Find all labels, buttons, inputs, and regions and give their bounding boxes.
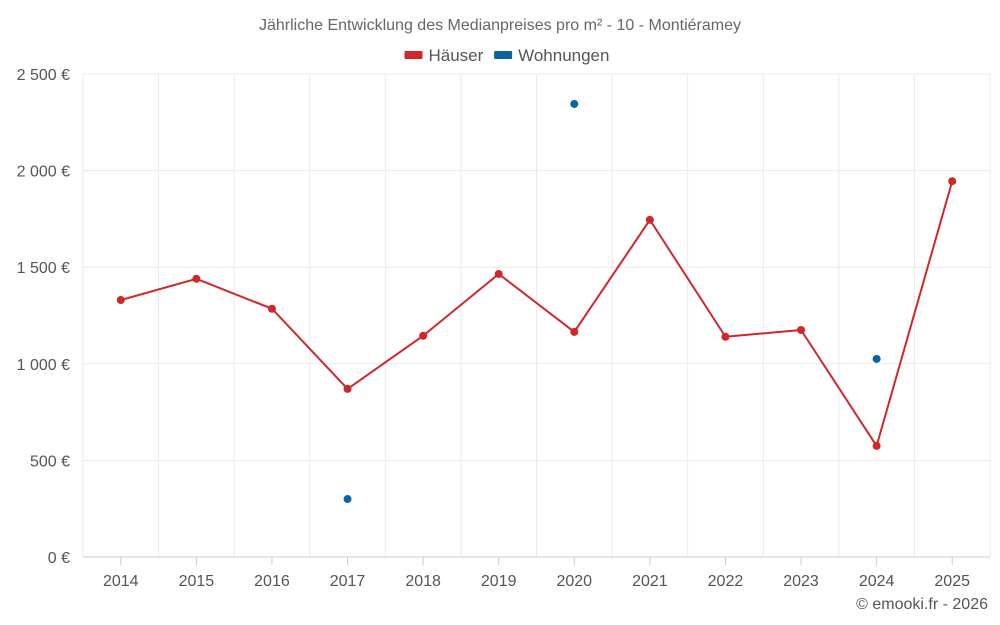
legend-swatch (404, 51, 423, 59)
y-tick-label: 2 500 € (17, 67, 70, 84)
legend-swatch (494, 51, 513, 59)
x-tick-label: 2014 (103, 573, 139, 590)
x-gridlines (82, 74, 991, 557)
y-tick-label: 500 € (30, 453, 70, 470)
x-tick-label: 2022 (708, 573, 744, 590)
data-point (343, 495, 352, 504)
data-point (570, 99, 579, 108)
x-tick-label: 2015 (179, 573, 215, 590)
data-point (797, 325, 806, 334)
data-point (948, 177, 957, 186)
x-tick-label: 2023 (783, 573, 819, 590)
legend-label: Wohnungen (518, 46, 609, 65)
data-point (116, 296, 125, 305)
x-tick-label: 2024 (859, 573, 895, 590)
y-tick-label: 0 € (48, 550, 70, 567)
data-point (343, 384, 352, 393)
x-axis-ticks: 2014 2015 2016 2017 2018 2019 2020 2021 2022 2023… (103, 557, 970, 590)
legend: Häuser Wohnungen (404, 46, 609, 65)
y-tick-label: 1 500 € (17, 260, 70, 277)
series-layer (116, 99, 957, 504)
series-häuser (116, 177, 957, 450)
x-tick-label: 2021 (632, 573, 668, 590)
y-gridlines (83, 73, 990, 558)
data-point (570, 327, 579, 336)
chart-title: Jährliche Entwicklung des Medianpreises … (259, 17, 741, 34)
legend-label: Häuser (429, 46, 484, 65)
series-line (120, 180, 954, 447)
data-point (721, 332, 730, 341)
x-tick-label: 2018 (405, 573, 441, 590)
y-tick-label: 1 000 € (17, 357, 70, 374)
credit-text: © emooki.fr - 2026 (856, 596, 988, 613)
x-tick-label: 2025 (934, 573, 970, 590)
x-tick-label: 2019 (481, 573, 517, 590)
data-point (267, 304, 276, 313)
x-tick-label: 2016 (254, 573, 290, 590)
data-point (419, 331, 428, 340)
y-tick-label: 2 000 € (17, 164, 70, 181)
legend-item-häuser: Häuser (404, 46, 484, 65)
data-point (645, 215, 654, 224)
series-wohnungen (343, 99, 881, 504)
legend-item-wohnungen: Wohnungen (494, 46, 609, 65)
x-tick-label: 2020 (556, 573, 592, 590)
data-point (872, 441, 881, 450)
data-point (872, 354, 881, 363)
data-point (192, 274, 201, 283)
y-axis-ticks: 0 € 500 € 1 000 € 1 500 € 2 000 € 2 500 € (17, 67, 70, 567)
data-point (494, 269, 503, 278)
x-tick-label: 2017 (330, 573, 366, 590)
